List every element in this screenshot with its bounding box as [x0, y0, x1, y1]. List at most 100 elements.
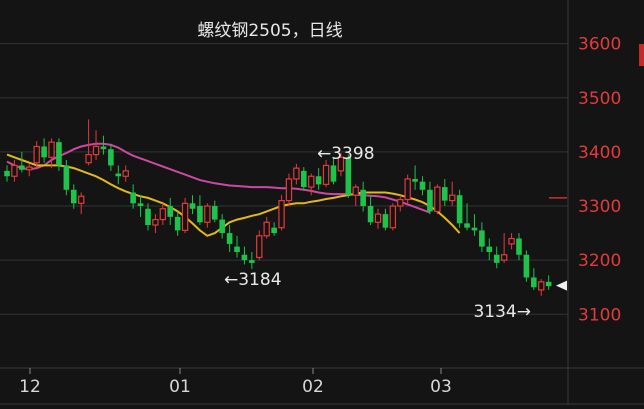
y-tick-label: 3100 — [578, 305, 621, 325]
candle-body — [33, 145, 40, 164]
candle-body — [330, 165, 337, 182]
candle-body — [389, 205, 397, 229]
candle — [33, 141, 40, 169]
candle — [285, 173, 293, 207]
candle-body — [226, 233, 233, 244]
candle-body — [263, 221, 270, 237]
y-tick-label: 3500 — [578, 89, 621, 109]
candle-body — [500, 254, 508, 261]
candle-body — [159, 208, 167, 221]
candle — [486, 238, 493, 261]
candle — [77, 192, 85, 215]
candle — [427, 181, 433, 215]
candle — [389, 203, 397, 231]
candle — [449, 181, 456, 207]
candle-body — [122, 170, 129, 177]
candle-body — [315, 176, 322, 185]
candle-body — [256, 235, 263, 259]
candle — [508, 233, 515, 250]
candle — [367, 195, 374, 225]
candle — [137, 195, 144, 217]
candle — [382, 208, 389, 231]
candle — [85, 119, 92, 166]
candle — [92, 130, 100, 161]
candle — [308, 173, 315, 196]
candle-body — [523, 254, 530, 278]
candle — [523, 250, 530, 282]
ma-long-line — [6, 142, 431, 214]
candle — [234, 235, 240, 258]
candle — [479, 222, 485, 253]
candle-body — [419, 181, 426, 190]
candle — [330, 157, 337, 185]
candle-body — [486, 246, 493, 253]
candle — [545, 275, 552, 290]
candle — [145, 203, 151, 231]
candle — [122, 165, 129, 182]
candle-body — [56, 142, 62, 166]
x-tick-label: 02 — [302, 377, 324, 397]
candle — [4, 165, 10, 182]
x-tick-label: 03 — [430, 377, 452, 397]
candle — [352, 184, 359, 207]
candle — [189, 195, 196, 215]
candle-body — [367, 206, 374, 223]
candle — [464, 203, 470, 231]
current-price-marker — [556, 280, 567, 291]
candle-body — [152, 218, 159, 226]
candle-body — [4, 170, 10, 177]
candle — [419, 176, 426, 196]
candle — [301, 167, 307, 190]
candle-body — [41, 146, 47, 158]
candle-body — [174, 216, 181, 231]
candle-body — [115, 173, 122, 177]
candle-body — [189, 203, 196, 209]
candle — [174, 211, 181, 236]
candle-body — [130, 192, 136, 204]
candle-body — [308, 175, 315, 188]
candle-body — [278, 200, 285, 229]
candle-body — [234, 246, 240, 253]
candle — [48, 138, 55, 169]
candle — [493, 246, 500, 269]
candle-body — [434, 186, 441, 213]
moving-average-lines — [6, 142, 461, 237]
candle-body — [181, 202, 189, 231]
candle-body — [352, 186, 359, 196]
candle-body — [456, 195, 463, 224]
candle — [345, 154, 352, 198]
candle — [249, 252, 255, 269]
candle-body — [63, 165, 70, 190]
candle-body — [48, 141, 55, 158]
candle — [211, 200, 218, 223]
candle-body — [337, 156, 345, 172]
candle-body — [145, 208, 151, 225]
candle-body — [301, 170, 307, 188]
y-tick-label: 3200 — [578, 251, 621, 271]
candle-body — [516, 238, 522, 255]
candle — [538, 279, 545, 296]
candle — [181, 197, 189, 234]
candle-body — [100, 146, 107, 150]
candle-body — [92, 145, 100, 156]
candle-body — [26, 166, 33, 171]
candle — [271, 222, 277, 236]
candle-body — [412, 178, 418, 182]
candle-body — [19, 165, 25, 170]
candle — [11, 160, 18, 182]
candle-body — [374, 213, 382, 223]
candle — [456, 189, 463, 228]
candle — [293, 163, 300, 185]
candle-body — [211, 206, 218, 220]
candle — [412, 165, 418, 190]
candle-body — [85, 154, 92, 164]
candle-body — [322, 164, 330, 185]
candle-body — [508, 237, 515, 245]
candle — [219, 214, 225, 239]
candle — [70, 184, 77, 209]
candle-body — [167, 206, 174, 217]
candle — [256, 230, 263, 261]
candle-body — [538, 281, 545, 291]
candle — [500, 233, 508, 263]
candle-body — [464, 223, 470, 228]
